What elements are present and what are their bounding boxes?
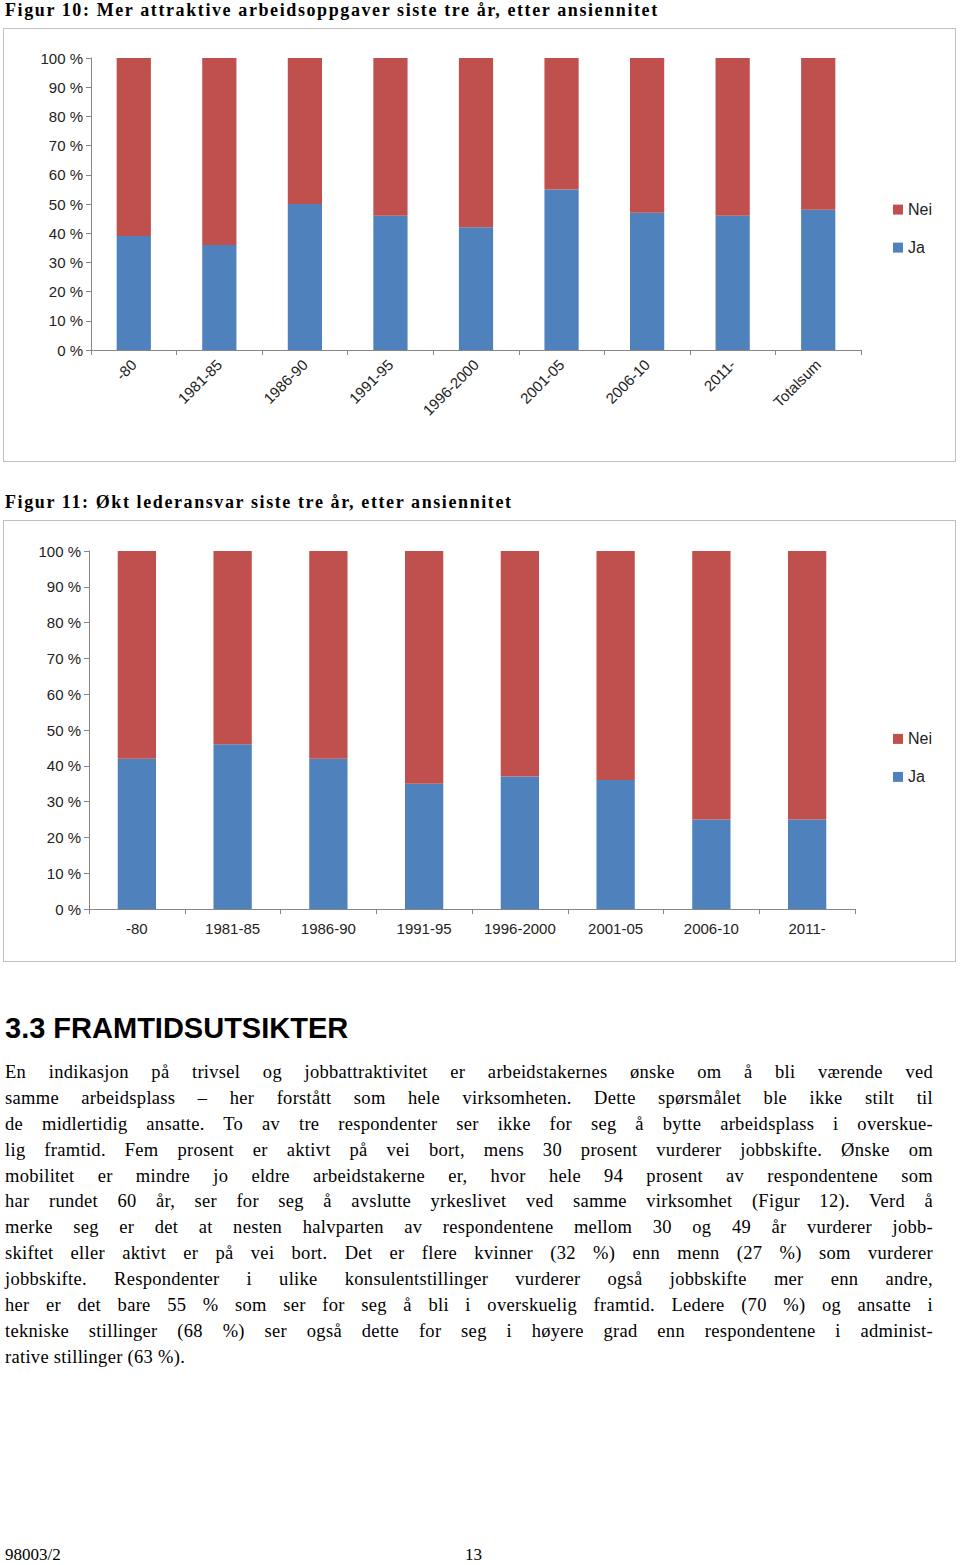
html-text:jobbskifte. Respondenter i uli: jobbskifte. Respondenter i ulike konsule… bbox=[5, 1269, 933, 1290]
svg-text:20 %: 20 % bbox=[47, 829, 81, 846]
html-text:merke seg er det at nesten hal: merke seg er det at nesten halvparten av… bbox=[5, 1217, 933, 1238]
svg-text:90 %: 90 % bbox=[47, 578, 81, 595]
svg-text:-80: -80 bbox=[126, 920, 148, 937]
html-text:mobilitet er mindre jo eldre a: mobilitet er mindre jo eldre arbeidstake… bbox=[5, 1165, 933, 1186]
html-text:98003/2: 98003/2 bbox=[5, 1545, 61, 1564]
svg-text:100 %: 100 % bbox=[38, 543, 81, 560]
html-text:13: 13 bbox=[465, 1545, 482, 1564]
svg-text:30 %: 30 % bbox=[47, 793, 81, 810]
svg-text:80 %: 80 % bbox=[49, 108, 83, 125]
svg-text:60 %: 60 % bbox=[47, 686, 81, 703]
svg-text:1991-95: 1991-95 bbox=[346, 356, 397, 407]
svg-text:70 %: 70 % bbox=[47, 650, 81, 667]
svg-text:90 %: 90 % bbox=[49, 79, 83, 96]
html-text:her er det bare 55 % som ser f: her er det bare 55 % som ser for seg å b… bbox=[5, 1295, 933, 1315]
html-text:Figur 10: Mer attraktive arbei: Figur 10: Mer attraktive arbeidsoppgaver… bbox=[5, 0, 659, 20]
svg-text:1981-85: 1981-85 bbox=[205, 920, 260, 937]
svg-text:1986-90: 1986-90 bbox=[260, 356, 311, 407]
svg-text:2011-: 2011- bbox=[700, 356, 738, 394]
svg-text:30 %: 30 % bbox=[49, 254, 83, 271]
html-text:skiftet eller aktivt er på vei: skiftet eller aktivt er på vei bort. Det… bbox=[5, 1243, 933, 1264]
html-text:Figur 11: Økt lederansvar sist: Figur 11: Økt lederansvar siste tre år, … bbox=[5, 492, 513, 512]
svg-text:1986-90: 1986-90 bbox=[301, 920, 356, 937]
svg-text:1991-95: 1991-95 bbox=[397, 920, 452, 937]
svg-text:2006-10: 2006-10 bbox=[602, 356, 653, 407]
svg-text:50 %: 50 % bbox=[47, 722, 81, 739]
svg-text:1996-2000: 1996-2000 bbox=[484, 920, 556, 937]
svg-text:70 %: 70 % bbox=[49, 137, 83, 154]
svg-text:80 %: 80 % bbox=[47, 614, 81, 631]
html-text:3.3 FRAMTIDSUTSIKTER: 3.3 FRAMTIDSUTSIKTER bbox=[5, 1012, 349, 1044]
svg-text:Nei: Nei bbox=[908, 201, 932, 218]
svg-text:20 %: 20 % bbox=[49, 283, 83, 300]
svg-text:40 %: 40 % bbox=[49, 225, 83, 242]
svg-text:2001-05: 2001-05 bbox=[517, 356, 568, 407]
html-text:En indikasjon på trivsel og jo: En indikasjon på trivsel og jobbattrakti… bbox=[5, 1062, 933, 1082]
html-text:lig framtid. Fem prosent er ak: lig framtid. Fem prosent er aktivt på ve… bbox=[5, 1139, 933, 1160]
svg-text:0 %: 0 % bbox=[55, 901, 81, 918]
html-text:de midlertidig ansatte. To av: de midlertidig ansatte. To av tre respon… bbox=[5, 1113, 933, 1134]
svg-text:100 %: 100 % bbox=[40, 50, 83, 67]
svg-text:Nei: Nei bbox=[908, 730, 932, 747]
svg-text:60 %: 60 % bbox=[49, 166, 83, 183]
html-text:samme arbeidsplass – her forst: samme arbeidsplass – her forstått som he… bbox=[5, 1087, 933, 1108]
html-text:tekniske stillinger (68 %) ser: tekniske stillinger (68 %) ser også dett… bbox=[5, 1320, 933, 1341]
svg-text:Ja: Ja bbox=[908, 768, 925, 785]
svg-text:-80: -80 bbox=[112, 356, 139, 383]
svg-text:10 %: 10 % bbox=[47, 865, 81, 882]
svg-text:Totalsum: Totalsum bbox=[770, 356, 824, 410]
svg-text:0 %: 0 % bbox=[57, 342, 83, 359]
svg-text:1996-2000: 1996-2000 bbox=[419, 356, 482, 419]
html-text:har rundet 60 år, ser for seg: har rundet 60 år, ser for seg å avslutte… bbox=[5, 1191, 933, 1212]
svg-text:10 %: 10 % bbox=[49, 312, 83, 329]
svg-text:1981-85: 1981-85 bbox=[174, 356, 225, 407]
svg-text:40 %: 40 % bbox=[47, 757, 81, 774]
svg-text:2001-05: 2001-05 bbox=[588, 920, 643, 937]
svg-text:50 %: 50 % bbox=[49, 196, 83, 213]
html-text:rative stillinger (63 %).: rative stillinger (63 %). bbox=[5, 1346, 186, 1367]
svg-text:2011-: 2011- bbox=[788, 920, 825, 937]
svg-text:2006-10: 2006-10 bbox=[684, 920, 739, 937]
svg-text:Ja: Ja bbox=[908, 239, 925, 256]
